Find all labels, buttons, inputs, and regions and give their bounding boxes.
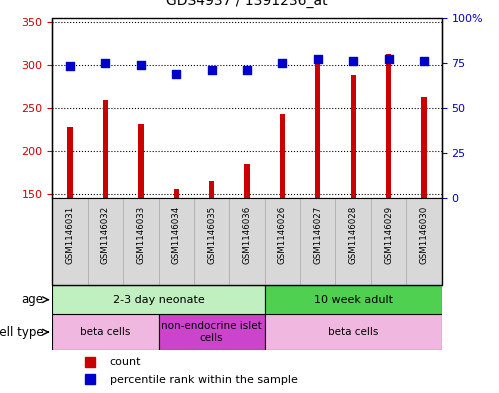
Bar [300,198,335,285]
Bar [264,285,442,314]
Bar [230,198,264,285]
Text: age: age [21,293,43,306]
Text: GSM1146029: GSM1146029 [384,206,393,264]
Bar [123,198,159,285]
Text: 10 week adult: 10 week adult [314,295,393,305]
Bar [264,198,300,285]
Point [243,67,251,73]
Text: GSM1146034: GSM1146034 [172,206,181,264]
Bar [335,198,371,285]
Text: GSM1146036: GSM1146036 [243,206,251,264]
Bar [52,198,88,285]
Bar [350,75,356,198]
Point [349,58,357,64]
Bar [209,181,214,198]
Text: GSM1146027: GSM1146027 [313,206,322,264]
Text: GSM1146030: GSM1146030 [420,206,429,264]
Point [208,67,216,73]
Text: GSM1146031: GSM1146031 [65,206,74,264]
Point [101,60,109,66]
Bar [52,314,159,350]
Bar [138,123,144,198]
Bar [103,100,108,198]
Bar [67,127,73,198]
Point [66,63,74,70]
Bar [52,285,264,314]
Text: GSM1146028: GSM1146028 [349,206,358,264]
Bar [194,198,230,285]
Bar [386,54,391,198]
Text: count: count [110,357,141,367]
Point [420,58,428,64]
Bar [159,314,264,350]
Bar [264,314,442,350]
Text: GSM1146032: GSM1146032 [101,206,110,264]
Bar [159,198,194,285]
Point [278,60,286,66]
Bar [315,59,320,198]
Text: 2-3 day neonate: 2-3 day neonate [113,295,205,305]
Text: GDS4937 / 1391236_at: GDS4937 / 1391236_at [166,0,328,8]
Text: GSM1146033: GSM1146033 [136,206,145,264]
Text: GSM1146026: GSM1146026 [278,206,287,264]
Bar [174,189,179,198]
Text: cell type: cell type [0,325,43,339]
Point [385,56,393,62]
Bar [245,164,250,198]
Text: beta cells: beta cells [328,327,378,337]
Bar [371,198,406,285]
Point [137,62,145,68]
Point [314,56,322,62]
Bar [406,198,442,285]
Bar [421,97,427,198]
Text: percentile rank within the sample: percentile rank within the sample [110,375,298,385]
Bar [280,114,285,198]
Text: beta cells: beta cells [80,327,131,337]
Text: GSM1146035: GSM1146035 [207,206,216,264]
Text: non-endocrine islet
cells: non-endocrine islet cells [161,321,262,343]
Point [172,71,180,77]
Bar [88,198,123,285]
